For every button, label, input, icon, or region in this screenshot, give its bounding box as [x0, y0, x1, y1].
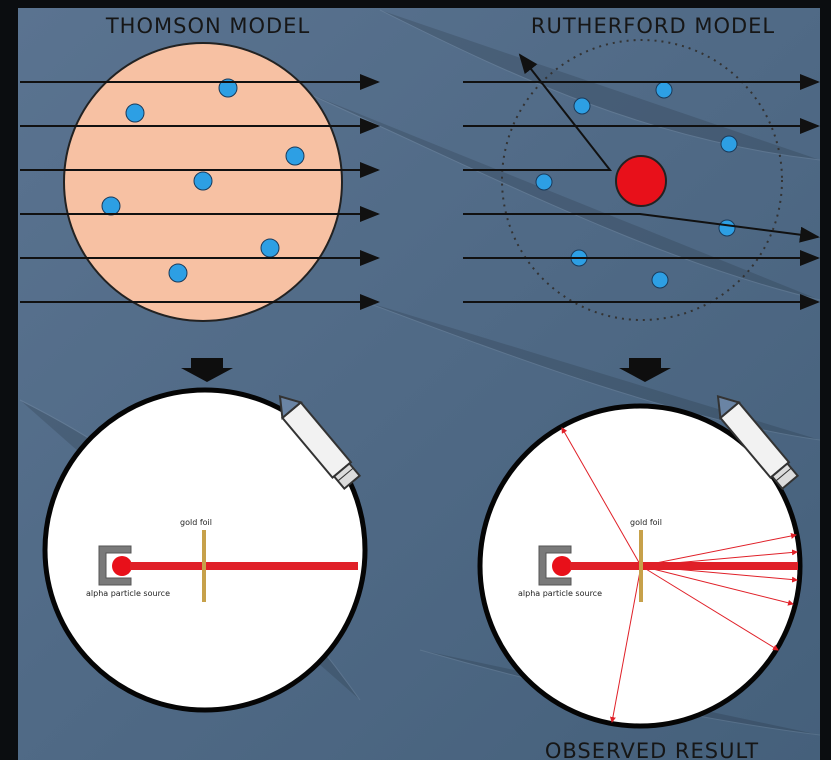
rutherford-scatter-rays: [561, 427, 798, 723]
electron-icon: [125, 103, 145, 123]
thomson-source-label: alpha particle source: [86, 589, 170, 598]
rutherford-microscope-icon: [716, 394, 800, 491]
rutherford-gold-foil-label: gold foil: [630, 518, 662, 527]
rutherford-atom-boundary: [501, 39, 783, 321]
electron-icon: [168, 263, 188, 283]
thomson-microscope-icon: [278, 394, 362, 491]
rutherford-alpha-source: [538, 545, 572, 586]
scatter-ray: [609, 565, 642, 723]
scatter-ray: [640, 565, 779, 651]
electron-icon: [655, 81, 673, 99]
electron-icon: [573, 97, 591, 115]
rutherford-nucleus: [615, 155, 667, 207]
rutherford-gold-foil: [639, 530, 643, 602]
electron-icon: [285, 146, 305, 166]
rutherford-beam: [570, 562, 798, 570]
electron-icon: [260, 238, 280, 258]
electron-icon: [218, 78, 238, 98]
electron-icon: [651, 271, 669, 289]
rutherford-electrons: [535, 81, 738, 289]
thomson-alpha-source: [98, 545, 132, 586]
rutherford-down-arrow-icon: [619, 358, 671, 382]
rutherford-title: RUTHERFORD MODEL: [531, 14, 775, 38]
scatter-ray: [640, 549, 798, 567]
thomson-beam: [130, 562, 358, 570]
thomson-electrons: [101, 78, 305, 283]
alpha-source-icon: [112, 556, 132, 576]
alpha-path-deflected-arrow: [463, 53, 613, 171]
scatter-ray: [561, 427, 642, 567]
thomson-gold-foil-label: gold foil: [180, 518, 212, 527]
lead-shield-icon: [98, 545, 132, 586]
lead-shield-icon: [538, 545, 572, 586]
thomson-title: THOMSON MODEL: [105, 14, 310, 38]
scatter-ray: [640, 533, 797, 567]
electron-icon: [193, 171, 213, 191]
rutherford-alpha-paths: [463, 53, 820, 310]
rutherford-source-label: alpha particle source: [518, 589, 602, 598]
scatter-ray: [640, 565, 798, 583]
scatter-ray: [640, 565, 794, 606]
electron-icon: [535, 173, 553, 191]
electron-icon: [720, 135, 738, 153]
alpha-source-icon: [552, 556, 572, 576]
electron-icon: [101, 196, 121, 216]
electron-icon: [718, 219, 736, 237]
thomson-alpha-paths: [20, 74, 380, 310]
rutherford-caption: OBSERVED RESULT: [545, 739, 759, 760]
alpha-path-deflected-arrow: [463, 213, 820, 243]
thomson-down-arrow-icon: [181, 358, 233, 382]
thomson-gold-foil: [202, 530, 206, 602]
